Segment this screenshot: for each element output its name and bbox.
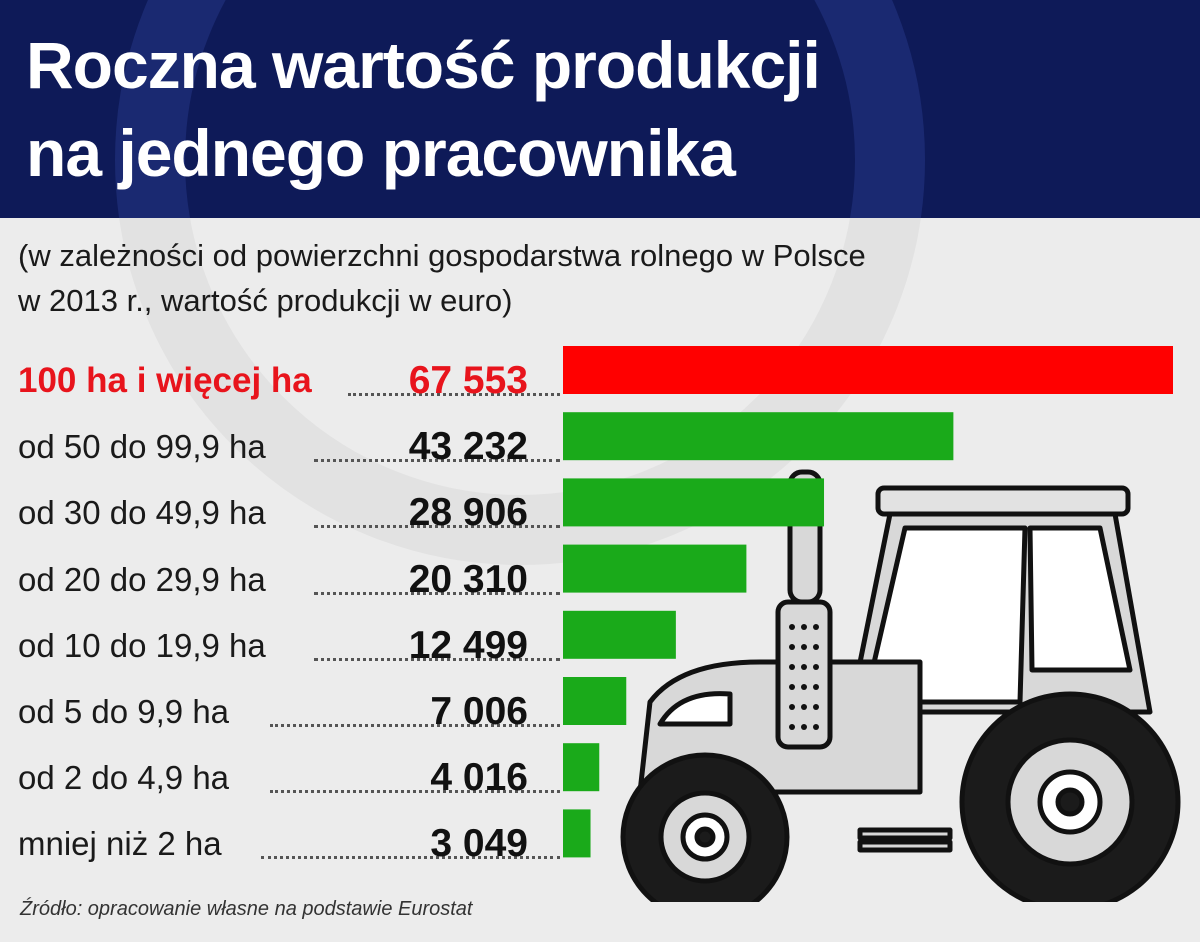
value-label: 4 016 bbox=[430, 756, 528, 800]
value-label: 28 906 bbox=[408, 491, 528, 535]
category-row: mniej niż 2 ha 3 049 bbox=[0, 818, 560, 870]
chart-title-line-2: na jednego pracownika bbox=[26, 116, 736, 190]
dotted-leader bbox=[261, 856, 560, 860]
dotted-leader bbox=[270, 790, 560, 794]
value-label: 43 232 bbox=[408, 425, 528, 469]
source-note: Źródło: opracowanie własne na podstawie … bbox=[20, 898, 473, 920]
value-label: 7 006 bbox=[430, 690, 528, 733]
dotted-leader bbox=[314, 591, 560, 595]
category-label: od 5 do 9,9 ha bbox=[18, 693, 230, 730]
tractor-icon bbox=[620, 469, 1181, 902]
category-label: od 50 do 99,9 ha bbox=[18, 428, 266, 466]
dotted-leader bbox=[314, 657, 560, 661]
dotted-leader bbox=[314, 525, 560, 529]
category-label: mniej niż 2 ha bbox=[18, 825, 222, 863]
category-label: 100 ha i więcej ha bbox=[18, 361, 312, 400]
category-row: od 5 do 9,9 ha 7 006 bbox=[0, 686, 560, 738]
value-label: 67 553 bbox=[408, 359, 528, 402]
chart-subtitle-line-1: (w zależności od powierzchni gospodarstw… bbox=[18, 238, 866, 273]
category-label: od 20 do 29,9 ha bbox=[18, 560, 266, 598]
category-row: od 50 do 99,9 ha 43 232 bbox=[0, 421, 560, 473]
category-row: od 20 do 29,9 ha 20 310 bbox=[0, 554, 560, 606]
category-row: od 2 do 4,9 ha 4 016 bbox=[0, 752, 560, 804]
category-row: od 10 do 19,9 ha 12 499 bbox=[0, 620, 560, 672]
logo-watermark-icon bbox=[115, 0, 925, 218]
category-label: od 30 do 49,9 ha bbox=[18, 494, 266, 532]
value-label: 20 310 bbox=[408, 557, 528, 601]
value-label: 3 049 bbox=[430, 822, 528, 866]
dotted-leader bbox=[270, 724, 560, 727]
category-label: od 2 do 4,9 ha bbox=[18, 759, 230, 797]
chart-subtitle-line-2: w 2013 r., wartość produkcji w euro) bbox=[18, 283, 513, 318]
category-label: od 10 do 19,9 ha bbox=[18, 626, 266, 664]
chart-title-line-1: Roczna wartość produkcji bbox=[26, 28, 821, 102]
dotted-leader bbox=[348, 393, 560, 396]
value-label: 12 499 bbox=[408, 623, 528, 667]
dotted-leader bbox=[314, 459, 560, 463]
category-row: 100 ha i więcej ha 67 553 bbox=[0, 355, 560, 407]
category-row: od 30 do 49,9 ha 28 906 bbox=[0, 487, 560, 539]
header-banner: Roczna wartość produkcji na jednego prac… bbox=[0, 0, 1200, 218]
